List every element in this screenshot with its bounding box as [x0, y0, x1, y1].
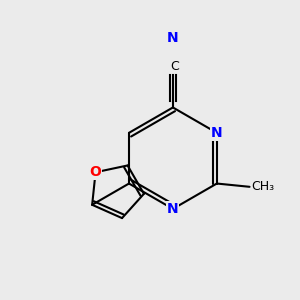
- Text: N: N: [211, 126, 223, 140]
- Text: N: N: [167, 31, 179, 45]
- Text: C: C: [170, 60, 179, 73]
- Text: CH₃: CH₃: [251, 180, 274, 193]
- Text: N: N: [167, 202, 179, 216]
- Text: O: O: [90, 165, 101, 179]
